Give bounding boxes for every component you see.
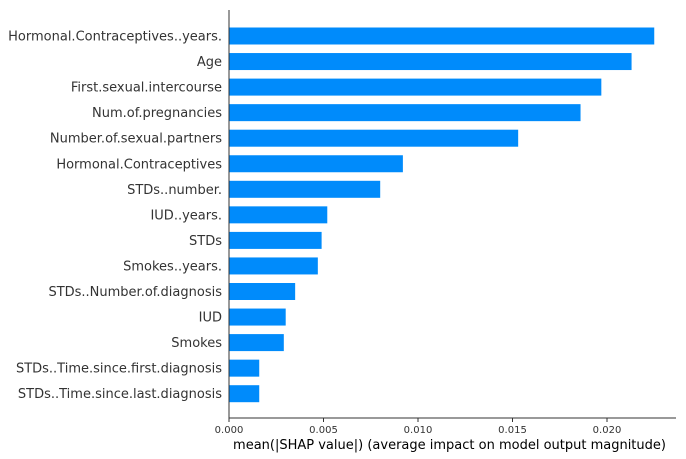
bar (229, 385, 260, 403)
bar (229, 206, 328, 224)
category-label: Num.of.pregnancies (92, 106, 222, 121)
bars-layer (229, 27, 655, 403)
category-label: Hormonal.Contraceptives..years. (8, 30, 222, 45)
category-label: STDs..number. (127, 183, 222, 198)
bar (229, 359, 260, 377)
category-label: STDs (189, 234, 222, 249)
category-labels: Hormonal.Contraceptives..years. Age First.… (8, 30, 222, 403)
x-tick-label: 0.015 (498, 425, 527, 436)
category-label: STDs..Time.since.first.diagnosis (16, 362, 222, 377)
bar (229, 53, 632, 71)
bar (229, 78, 602, 96)
bar (229, 334, 284, 352)
category-label: STDs..Time.since.last.diagnosis (18, 387, 222, 402)
x-axis-title: mean(|SHAP value|) (average impact on mo… (233, 438, 666, 453)
category-label: STDs..Number.of.diagnosis (48, 285, 222, 300)
category-label: Age (197, 55, 222, 70)
bar (229, 27, 655, 45)
bar (229, 308, 286, 326)
category-label: Number.of.sexual.partners (50, 132, 222, 147)
category-label: Hormonal.Contraceptives (56, 157, 222, 172)
bar (229, 257, 318, 275)
bar (229, 180, 381, 198)
bar (229, 231, 322, 249)
bar (229, 129, 519, 147)
category-label: Smokes..years. (123, 259, 222, 274)
category-label: IUD (199, 311, 222, 326)
x-tick-label: 0.000 (215, 425, 244, 436)
x-tick-label: 0.010 (404, 425, 433, 436)
bar (229, 104, 581, 122)
category-label: Smokes (171, 336, 222, 351)
bar (229, 283, 296, 300)
x-tick-label: 0.020 (593, 425, 622, 436)
category-label: IUD..years. (150, 208, 222, 223)
x-tick-label: 0.005 (309, 425, 338, 436)
x-axis-ticks: 0.000 0.005 0.010 0.015 0.020 (215, 418, 622, 436)
category-label: First.sexual.intercourse (71, 81, 222, 96)
bar (229, 155, 403, 173)
